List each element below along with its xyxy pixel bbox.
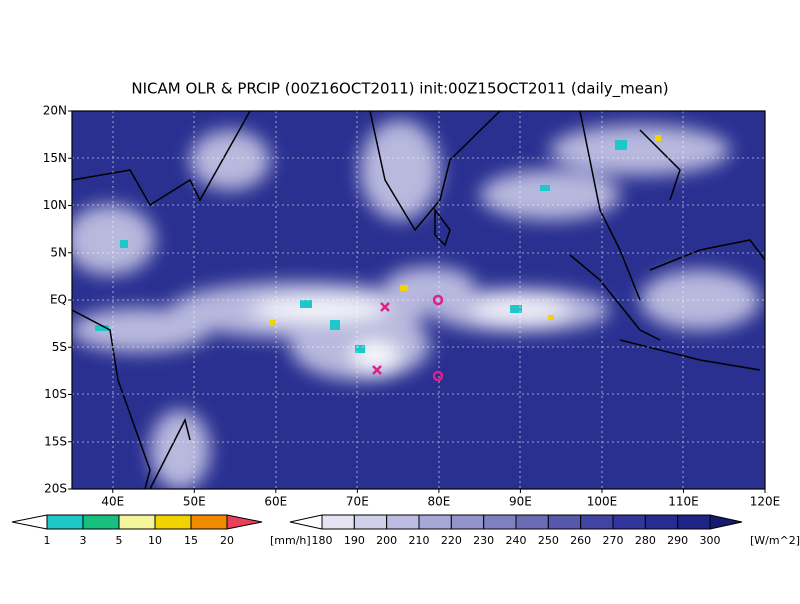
colorbar-label: 270 (603, 534, 624, 547)
lat-label: 20N (43, 104, 67, 118)
colorbar-box (612, 514, 646, 530)
lat-label: 20S (44, 482, 67, 496)
colorbar-label: 230 (473, 534, 494, 547)
lon-label: 120E (750, 495, 781, 509)
colorbar-label: 240 (506, 534, 527, 547)
colorbar-label: 190 (344, 534, 365, 547)
colorbar-box (418, 514, 452, 530)
lat-label: 10S (44, 387, 67, 401)
colorbar-end (289, 514, 323, 530)
colorbar-label: 280 (635, 534, 656, 547)
colorbar-box (386, 514, 420, 530)
colorbar-box (82, 514, 120, 530)
colorbar-box (321, 514, 355, 530)
lat-label: 5N (50, 245, 67, 259)
lon-label: 100E (587, 495, 618, 509)
colorbar-end (11, 514, 48, 530)
map-title: NICAM OLR & PRCIP (00Z16OCT2011) init:00… (131, 80, 668, 99)
colorbar-label: 5 (116, 534, 123, 547)
lon-label: 70E (346, 495, 369, 509)
lon-label: 50E (183, 495, 206, 509)
colorbar-label: 3 (80, 534, 87, 547)
lat-label: 5S (52, 340, 67, 354)
colorbar-label: 220 (441, 534, 462, 547)
colorbar-box (46, 514, 84, 530)
colorbar-box (118, 514, 156, 530)
colorbar-label: 15 (184, 534, 198, 547)
colorbar-box (515, 514, 549, 530)
lat-label: EQ (50, 293, 67, 307)
colorbar-label: 10 (148, 534, 162, 547)
colorbar-box (190, 514, 228, 530)
colorbar-unit: [mm/h] (270, 534, 311, 547)
colorbars: 1 3 5 10 15 20 [mm/h] 180 190 200 210 220 230 240 250 2… (11, 514, 800, 547)
colorbar-end (709, 514, 743, 530)
lon-label: 80E (427, 495, 450, 509)
colorbar-box (154, 514, 192, 530)
colorbar-label: 200 (376, 534, 397, 547)
colorbar-label: 300 (700, 534, 721, 547)
colorbar-box (677, 514, 711, 530)
map-axes: 20N 15N 10N 5N EQ 5S 10S 15S 20S 40E 50E 60E 70E 80E 9… (43, 104, 781, 509)
colorbar-box (353, 514, 388, 530)
lat-label: 15N (43, 151, 67, 165)
colorbar-unit: [W/m^2] (750, 534, 800, 547)
colorbar-box (580, 514, 614, 530)
colorbar-box (450, 514, 485, 530)
lat-label: 15S (44, 434, 67, 448)
colorbar-box (547, 514, 582, 530)
lat-label: 10N (43, 198, 67, 212)
lon-label: 60E (264, 495, 287, 509)
colorbar-label: 210 (409, 534, 430, 547)
lon-label: 40E (101, 495, 124, 509)
colorbar-label: 180 (312, 534, 333, 547)
lon-label: 110E (668, 495, 699, 509)
colorbar-end (226, 514, 263, 530)
lon-label: 90E (509, 495, 532, 509)
colorbar-label: 20 (220, 534, 234, 547)
colorbar-label: 250 (538, 534, 559, 547)
colorbar-label: 1 (44, 534, 51, 547)
colorbar-label: 290 (667, 534, 688, 547)
colorbar-label: 260 (570, 534, 591, 547)
colorbar-box (644, 514, 679, 530)
colorbar-box (483, 514, 517, 530)
map-field (72, 111, 765, 489)
